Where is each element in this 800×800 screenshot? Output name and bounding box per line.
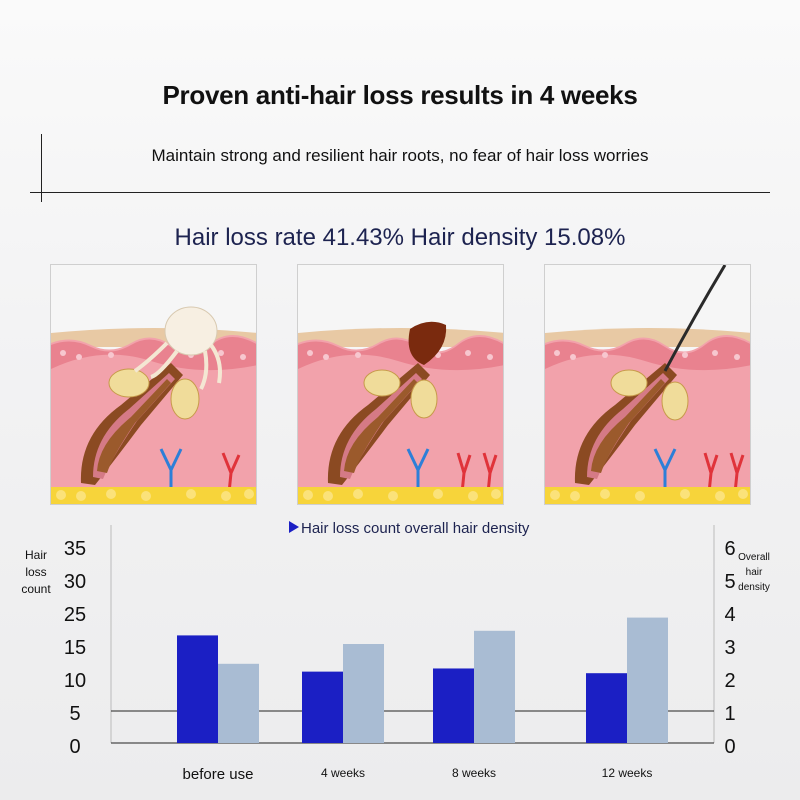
x-category-label: before use xyxy=(183,766,254,783)
right-axis-label-line: density xyxy=(738,582,770,593)
left-tick-label: 25 xyxy=(64,604,86,626)
right-tick-label: 4 xyxy=(724,604,735,626)
page-title: Proven anti-hair loss results in 4 weeks xyxy=(162,80,638,110)
hair-loss-bar xyxy=(433,668,474,743)
right-tick-label: 6 xyxy=(724,538,735,560)
density-bar xyxy=(627,617,668,743)
left-axis-ticks: 0 5 10 15 25 30 35 xyxy=(64,538,86,758)
x-category-label: 12 weeks xyxy=(602,766,653,780)
left-tick-label: 35 xyxy=(64,538,86,560)
scalp-stage-after-illustration xyxy=(544,264,751,505)
left-axis-label-line: count xyxy=(21,582,51,596)
x-axis-labels: before use 4 weeks 8 weeks 12 weeks xyxy=(183,766,653,783)
x-category-label: 4 weeks xyxy=(321,766,365,780)
horizontal-divider xyxy=(30,192,770,193)
left-tick-label: 0 xyxy=(69,736,80,758)
left-tick-label: 30 xyxy=(64,571,86,593)
results-stats: Hair loss rate 41.43% Hair density 15.08… xyxy=(0,224,800,252)
density-bar xyxy=(218,663,259,743)
legend-marker-icon xyxy=(289,521,299,533)
right-axis-ticks: 0 1 2 3 4 5 6 xyxy=(724,538,735,758)
right-axis-label: Overall hair density xyxy=(738,552,770,593)
page-subtitle: Maintain strong and resilient hair roots… xyxy=(151,146,649,165)
density-bar xyxy=(474,630,515,743)
right-tick-label: 3 xyxy=(724,637,735,659)
left-axis-label-line: loss xyxy=(25,565,46,579)
x-category-label: 8 weeks xyxy=(452,766,496,780)
chart-legend: Hair loss count overall hair density xyxy=(289,520,530,537)
hair-loss-bar xyxy=(177,635,218,743)
right-tick-label: 2 xyxy=(724,670,735,692)
left-axis-label: Hair loss count xyxy=(21,548,51,596)
vertical-divider xyxy=(41,134,42,202)
scalp-stage-middle-illustration xyxy=(297,264,504,505)
right-axis-label-line: Overall xyxy=(738,552,770,563)
right-tick-label: 0 xyxy=(724,736,735,758)
hair-loss-rate-stat: Hair loss rate 41.43% xyxy=(174,224,404,251)
right-tick-label: 1 xyxy=(724,703,735,725)
left-axis-label-line: Hair xyxy=(25,548,47,562)
left-tick-label: 5 xyxy=(69,703,80,725)
hair-loss-bar xyxy=(586,673,627,743)
hair-loss-bar xyxy=(302,671,343,743)
bar-chart: Hair loss count overall hair density Hai… xyxy=(21,520,770,783)
left-tick-label: 10 xyxy=(64,670,86,692)
density-bar xyxy=(343,644,384,743)
scalp-stage-before-illustration xyxy=(50,264,257,505)
bars xyxy=(177,617,668,743)
left-tick-label: 15 xyxy=(64,637,86,659)
chart-title: Hair loss count overall hair density xyxy=(301,520,530,537)
hair-density-stat: Hair density 15.08% xyxy=(410,224,626,251)
right-tick-label: 5 xyxy=(724,571,735,593)
right-axis-label-line: hair xyxy=(746,567,763,578)
